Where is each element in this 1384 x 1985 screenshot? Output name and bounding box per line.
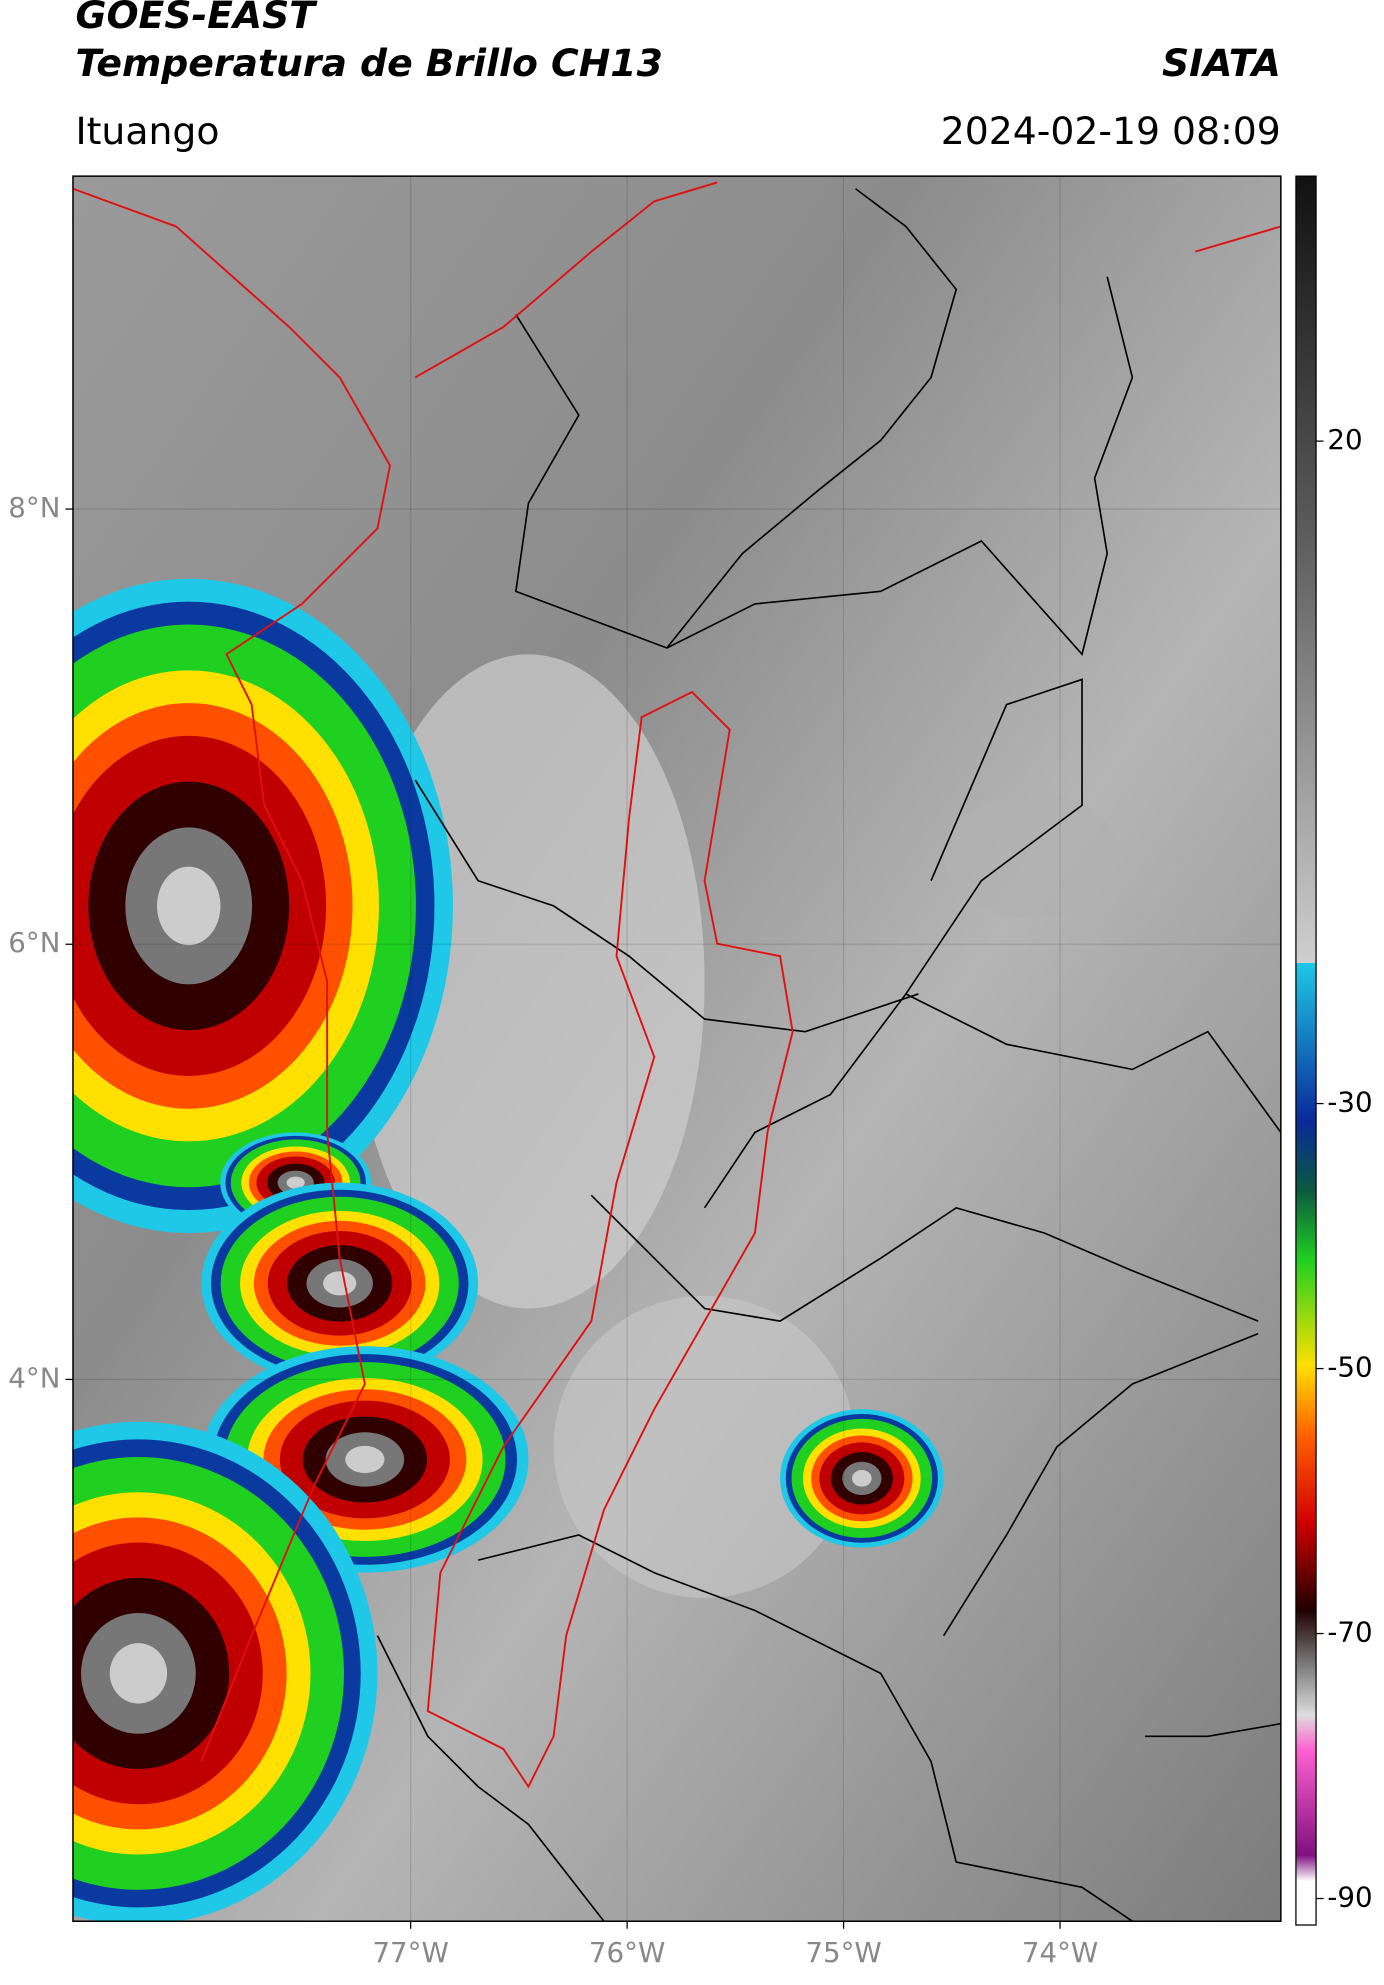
datetime: 2024-02-19 08:09 xyxy=(941,109,1281,153)
storm-cell xyxy=(323,1271,357,1296)
location: Ituango xyxy=(75,109,219,153)
colorbar-tick-label: 20 xyxy=(1327,423,1362,456)
storm-cell xyxy=(852,1470,872,1487)
y-tick-label: 8°N xyxy=(8,491,60,524)
y-tick-label: 6°N xyxy=(8,926,60,959)
brand: SIATA xyxy=(1162,41,1281,85)
storm-cell xyxy=(109,1643,168,1704)
storm-cell xyxy=(345,1445,385,1474)
storm-cell xyxy=(286,1176,305,1189)
colorbar-tick-label: -30 xyxy=(1327,1086,1372,1119)
x-tick-label: 75°W xyxy=(805,1936,881,1969)
colorbar xyxy=(1295,175,1317,1926)
x-tick-label: 74°W xyxy=(1022,1936,1098,1969)
title: GOES-EAST xyxy=(75,0,318,37)
colorbar-tick-label: -50 xyxy=(1327,1351,1372,1384)
colorbar-tick-label: -70 xyxy=(1327,1616,1372,1649)
map-image xyxy=(72,176,1281,1922)
x-tick-label: 77°W xyxy=(372,1936,448,1969)
y-tick-label: 4°N xyxy=(8,1361,60,1394)
storm-cell xyxy=(157,866,221,946)
colorbar-tick-label: -90 xyxy=(1327,1881,1372,1914)
x-tick-label: 76°W xyxy=(589,1936,665,1969)
map-frame xyxy=(72,175,1282,1922)
subtitle: Temperatura de Brillo CH13 xyxy=(75,41,662,85)
